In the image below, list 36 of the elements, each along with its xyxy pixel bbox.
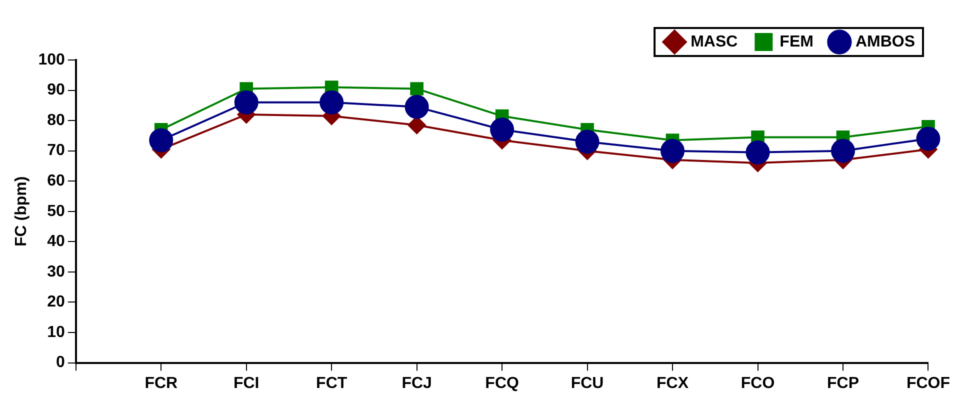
x-tick-label: FCJ <box>402 374 432 392</box>
y-tick-label: 60 <box>47 172 65 190</box>
y-tick-label: 20 <box>47 294 65 311</box>
y-tick-label: 90 <box>47 82 65 99</box>
point <box>660 138 685 163</box>
y-tick-label: 40 <box>47 233 65 250</box>
x-tick-label: FCR <box>144 374 178 392</box>
y-tick-label: 50 <box>47 202 65 220</box>
point <box>234 90 258 114</box>
x-tick-label: FCT <box>316 374 348 392</box>
x-tick-label: FCP <box>826 374 860 392</box>
point <box>320 90 344 114</box>
y-tick-label: 30 <box>47 263 65 280</box>
point <box>410 82 424 96</box>
x-tick-label: FCU <box>570 374 604 392</box>
point <box>149 128 174 152</box>
x-tick-label: FCI <box>233 374 260 392</box>
legend-label: AMBOS <box>855 33 916 50</box>
point <box>916 126 940 151</box>
x-tick-label: FCX <box>656 374 689 392</box>
point <box>490 118 514 142</box>
x-tick-label: FCOF <box>906 374 950 392</box>
point <box>746 140 770 164</box>
y-tick-label: 10 <box>47 324 65 341</box>
y-tick-label: 80 <box>47 112 65 129</box>
point <box>404 94 429 119</box>
y-tick-label: 100 <box>38 51 65 68</box>
x-tick-label: FCO <box>740 374 775 392</box>
legend-label: MASC <box>690 33 738 50</box>
point <box>575 130 600 154</box>
x-tick-label: FCQ <box>485 374 519 392</box>
y-tick-label: 70 <box>47 142 65 160</box>
y-tick-label: 0 <box>56 354 65 372</box>
point <box>830 138 855 163</box>
legend-label: FEM <box>780 33 814 50</box>
y-axis-title: FC (bpm) <box>13 176 30 246</box>
